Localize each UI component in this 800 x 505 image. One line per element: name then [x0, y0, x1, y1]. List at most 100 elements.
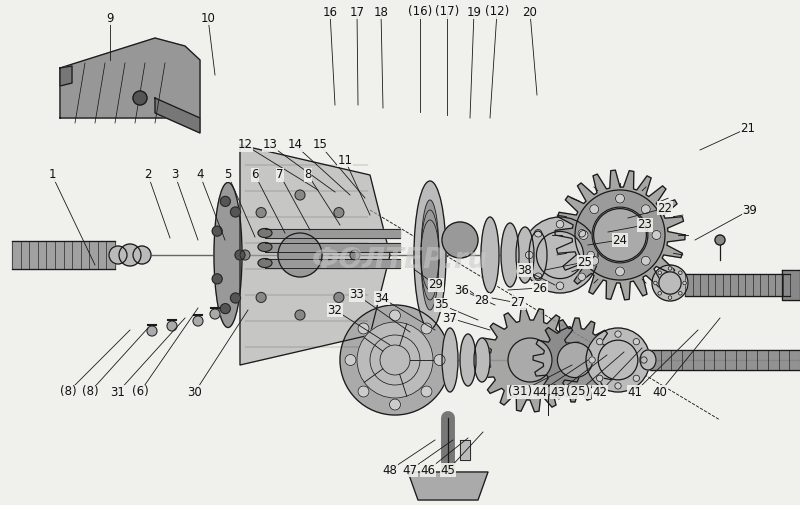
Text: 1: 1 [48, 169, 56, 181]
Ellipse shape [258, 259, 272, 268]
Text: 26: 26 [533, 281, 547, 294]
Circle shape [668, 267, 672, 270]
Circle shape [256, 208, 266, 218]
Polygon shape [650, 350, 800, 370]
Ellipse shape [481, 217, 499, 293]
Ellipse shape [474, 338, 490, 382]
Circle shape [230, 293, 241, 303]
Text: 14: 14 [287, 138, 302, 152]
Circle shape [658, 271, 662, 275]
Circle shape [212, 274, 222, 284]
Text: 18: 18 [374, 6, 389, 19]
Circle shape [133, 91, 147, 105]
Polygon shape [155, 98, 200, 133]
Text: (8): (8) [82, 385, 98, 398]
Circle shape [390, 399, 401, 410]
Text: 2: 2 [144, 169, 152, 181]
Text: 5: 5 [224, 169, 232, 181]
Circle shape [592, 207, 648, 263]
Text: 47: 47 [402, 464, 418, 477]
Circle shape [615, 267, 625, 276]
Ellipse shape [421, 220, 439, 290]
Circle shape [614, 331, 622, 337]
Polygon shape [408, 472, 488, 500]
Circle shape [597, 338, 603, 345]
Polygon shape [265, 242, 400, 251]
Circle shape [212, 226, 222, 236]
Text: 37: 37 [442, 312, 458, 325]
Text: 21: 21 [741, 122, 755, 134]
Circle shape [537, 231, 583, 279]
Circle shape [256, 292, 266, 302]
Circle shape [642, 205, 650, 214]
Circle shape [594, 209, 646, 262]
Text: (17): (17) [435, 6, 459, 19]
Text: 20: 20 [522, 6, 538, 19]
Text: 9: 9 [106, 12, 114, 25]
Text: 45: 45 [441, 464, 455, 477]
Text: 39: 39 [742, 204, 758, 217]
Circle shape [597, 375, 603, 382]
Circle shape [556, 282, 564, 289]
Text: 42: 42 [593, 385, 607, 398]
Text: 32: 32 [327, 304, 342, 317]
Text: 30: 30 [188, 385, 202, 398]
Circle shape [556, 220, 564, 228]
Circle shape [147, 326, 157, 336]
Circle shape [167, 321, 177, 331]
Circle shape [508, 338, 552, 382]
Ellipse shape [460, 334, 476, 386]
Circle shape [659, 272, 681, 294]
Circle shape [119, 244, 141, 266]
Circle shape [534, 273, 542, 281]
Text: 33: 33 [350, 288, 364, 301]
Circle shape [193, 316, 203, 326]
Ellipse shape [516, 227, 534, 283]
Ellipse shape [258, 242, 272, 251]
Circle shape [421, 386, 432, 397]
Circle shape [578, 273, 586, 281]
Text: (8): (8) [60, 385, 76, 398]
Circle shape [370, 335, 420, 385]
Polygon shape [555, 170, 685, 300]
Text: 8: 8 [304, 169, 312, 181]
Circle shape [578, 229, 586, 237]
Circle shape [434, 355, 445, 366]
Circle shape [614, 383, 622, 389]
Text: 34: 34 [374, 291, 390, 305]
Text: 28: 28 [474, 293, 490, 307]
Text: ФОЛТЕР.ru: ФОЛТЕР.ru [312, 246, 488, 274]
Text: 7: 7 [276, 169, 284, 181]
Circle shape [361, 326, 429, 394]
Circle shape [340, 305, 450, 415]
Circle shape [598, 340, 638, 380]
Circle shape [133, 246, 151, 264]
Text: 25: 25 [578, 256, 593, 269]
Circle shape [590, 205, 598, 214]
Circle shape [615, 194, 625, 203]
Circle shape [652, 265, 688, 301]
Circle shape [633, 338, 639, 345]
Circle shape [589, 357, 595, 363]
Text: 19: 19 [466, 6, 482, 19]
Ellipse shape [640, 350, 656, 370]
Text: (16): (16) [408, 6, 432, 19]
Circle shape [579, 230, 588, 239]
Circle shape [678, 271, 682, 275]
Circle shape [642, 256, 650, 265]
Ellipse shape [529, 231, 547, 279]
Text: (25): (25) [566, 385, 590, 398]
Circle shape [652, 230, 661, 239]
Text: (6): (6) [132, 385, 148, 398]
Text: 38: 38 [518, 264, 532, 277]
Text: 17: 17 [350, 6, 365, 19]
Text: 29: 29 [429, 278, 443, 291]
Text: 23: 23 [638, 219, 653, 231]
Text: 40: 40 [653, 385, 667, 398]
Text: 10: 10 [201, 12, 215, 25]
Polygon shape [478, 308, 582, 412]
Text: 31: 31 [110, 385, 126, 398]
Text: 24: 24 [613, 233, 627, 246]
Text: 15: 15 [313, 138, 327, 152]
Circle shape [587, 251, 594, 259]
